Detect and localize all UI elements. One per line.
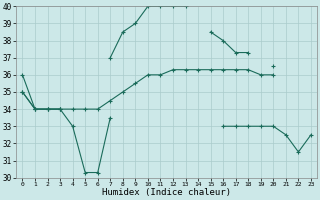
X-axis label: Humidex (Indice chaleur): Humidex (Indice chaleur) [102, 188, 231, 197]
